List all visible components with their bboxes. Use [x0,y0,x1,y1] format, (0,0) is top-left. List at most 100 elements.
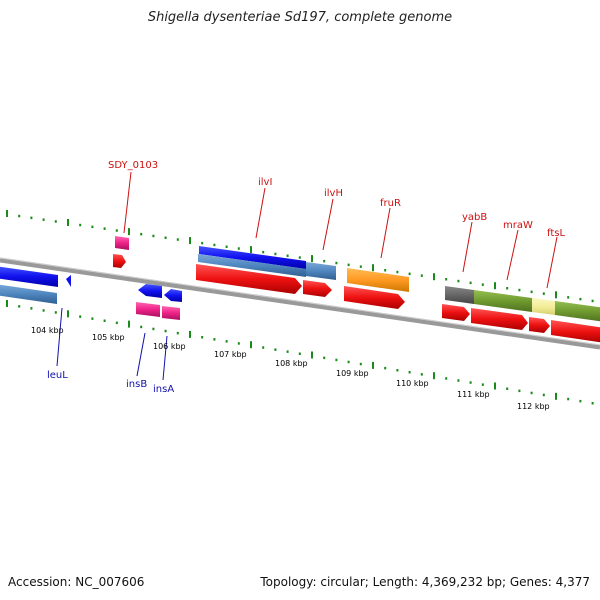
feature-leuL-band [0,284,57,304]
minor-tick [469,381,472,384]
minor-tick [481,383,484,386]
major-tick [311,351,313,359]
minor-tick [506,287,509,290]
minor-tick [103,227,106,230]
minor-tick [384,366,387,370]
topology-text: Topology: circular; Length: 4,369,232 bp… [260,575,590,589]
minor-tick [176,331,179,335]
minor-tick [262,346,265,349]
minor-tick [18,305,21,308]
gene-label-SDY_0103: SDY_0103 [108,160,158,171]
minor-tick [457,279,460,283]
kbp-label: 111 kbp [457,390,490,399]
major-tick [372,361,374,369]
gene-label-yabB: yabB [462,212,487,223]
feature-ilvI-steel [198,254,306,277]
minor-tick [579,297,582,301]
minor-tick [359,265,362,268]
minor-tick [176,238,179,241]
major-tick [128,228,130,236]
major-tick [494,282,496,290]
major-tick [250,246,252,254]
feature-ftsL-red-arrow [529,317,550,333]
major-tick [372,264,374,272]
minor-tick [286,350,289,353]
minor-tick [225,245,228,248]
minor-tick [79,223,82,227]
minor-tick [408,272,411,276]
feature-insA-arrow [164,289,182,302]
gene-leaders-bottom [56,307,168,381]
gene-label-ilvH: ilvH [324,188,343,199]
gene-label-mraW: mraW [503,220,533,231]
feature-leuL-arrow [66,275,71,287]
minor-tick [201,336,204,339]
gene-label-insA: insA [153,384,174,395]
minor-tick [518,389,521,393]
minor-tick [530,290,533,294]
major-tick [433,273,435,281]
gene-label-ftsL: ftsL [547,228,565,239]
minor-tick [408,371,411,374]
minor-tick [420,274,423,277]
minor-tick [542,292,545,295]
minor-tick [164,329,167,333]
minor-tick [335,261,338,265]
minor-tick [469,281,472,285]
feature-ilvH-red-arrow [303,280,332,297]
feature-insA-pink [162,306,180,320]
minor-tick [225,340,228,343]
feature-next-red-arrow [551,320,600,343]
minor-tick [286,254,289,257]
minor-tick [237,342,240,345]
minor-tick [396,270,399,274]
minor-tick [274,252,277,256]
major-tick [494,382,496,390]
minor-tick [530,391,533,395]
accession-text: Accession: NC_007606 [8,575,145,589]
minor-tick [54,311,57,314]
major-tick [189,330,191,338]
minor-tick [359,362,362,366]
minor-tick [91,225,94,229]
gene-label-insB: insB [126,379,147,390]
minor-tick [347,360,350,364]
minor-tick [518,288,521,292]
kbp-label: 108 kbp [275,359,308,368]
minor-tick [457,379,460,382]
feature-yabB-red-arrow [442,304,470,321]
kbp-label: 107 kbp [214,350,247,359]
feature-fruR-red-arrow [344,286,405,309]
minor-tick [115,321,118,325]
feature-ilvI-red-arrow [196,264,302,294]
minor-tick [42,309,45,312]
minor-tick [152,234,155,238]
major-tick [6,300,8,307]
minor-tick [140,325,143,329]
minor-tick [30,216,33,220]
minor-tick [591,299,594,303]
minor-tick [18,214,21,218]
major-tick [67,219,69,226]
minor-tick [103,319,106,322]
minor-tick [152,327,155,331]
kbp-label: 106 kbp [153,342,186,351]
minor-tick [298,256,301,259]
minor-tick [384,269,387,272]
feature-ilvH-steel [306,262,336,280]
kbp-label: 105 kbp [92,333,125,342]
major-tick [555,291,557,299]
major-tick [189,237,191,245]
gene-label-ilvI: ilvI [258,177,272,188]
minor-tick [323,259,326,263]
feature-track [0,236,600,343]
feature-leuL-cds [0,266,58,287]
gene-label-leuL: leuL [47,370,68,381]
feature-SDY_0103-pink [115,236,129,250]
feature-mraW-olive [474,290,532,312]
major-tick [6,210,8,217]
feature-SDY_0103-arrow [113,254,126,268]
feature-mraW-red-arrow [471,308,528,330]
feature-ftsL-pale [532,298,555,315]
